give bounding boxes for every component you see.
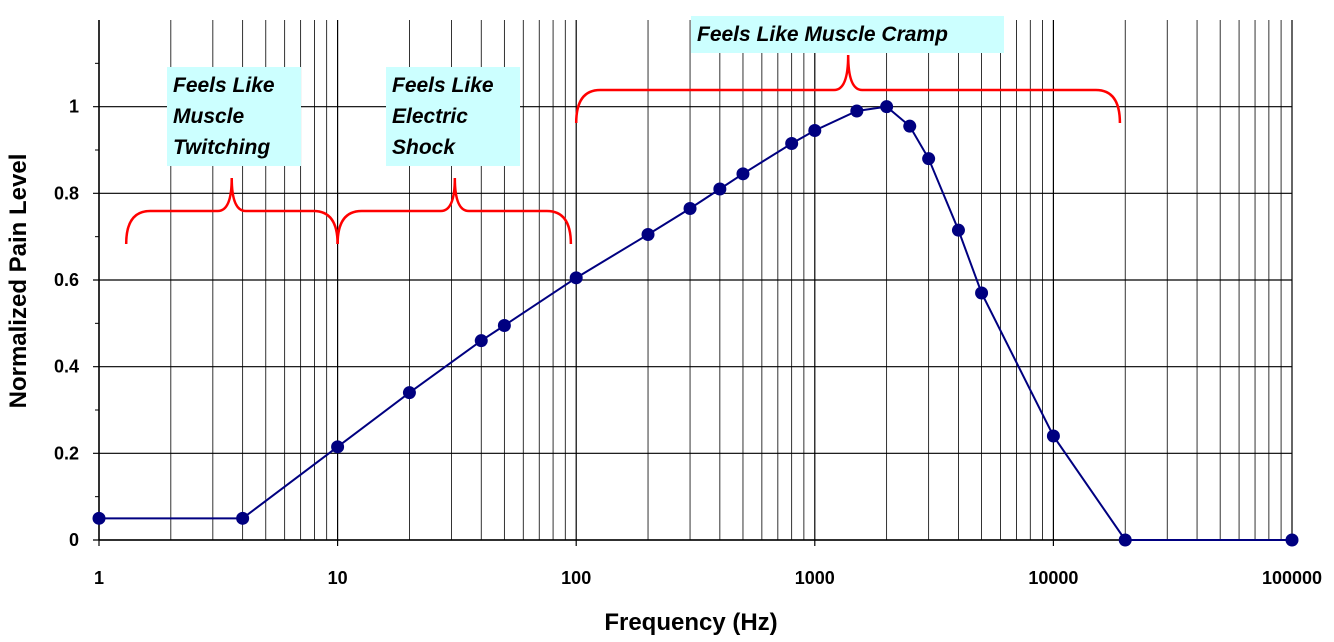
data-point	[951, 223, 965, 237]
data-point	[569, 271, 583, 285]
annotation-bracket	[336, 177, 573, 245]
y-tick-label: 0.2	[54, 443, 79, 463]
x-axis-title: Frequency (Hz)	[604, 609, 777, 636]
x-tick-label: 1000	[795, 568, 835, 588]
data-point	[922, 152, 936, 166]
annotation-line: Muscle	[173, 105, 245, 128]
data-point	[850, 104, 864, 118]
annotation-electric-shock: Feels Like Electric Shock	[386, 67, 520, 166]
data-point	[713, 182, 727, 196]
annotation-muscle-cramp: Feels Like Muscle Cramp	[691, 16, 1004, 53]
series-layer	[92, 100, 1299, 547]
annotation-brackets	[124, 54, 1122, 245]
data-point	[1285, 533, 1299, 547]
annotation-line: Feels Like	[392, 74, 494, 97]
y-axis-title: Normalized Pain Level	[5, 154, 32, 409]
data-point	[975, 286, 989, 300]
data-point	[1046, 429, 1060, 443]
annotation-line: Feels Like Muscle Cramp	[697, 23, 948, 46]
x-tick-label: 10	[328, 568, 348, 588]
data-point	[1118, 533, 1132, 547]
x-tick-labels: 1 10 100 1000 10000 100000	[94, 568, 1322, 588]
data-point	[497, 319, 511, 332]
y-tick-label: 0.4	[54, 357, 79, 377]
y-tick-label: 1	[69, 97, 79, 117]
x-tick-label: 100000	[1262, 568, 1322, 588]
data-point	[92, 511, 106, 525]
y-tick-label: 0.6	[54, 270, 79, 290]
data-point	[683, 202, 697, 215]
data-point	[236, 511, 250, 525]
data-point	[808, 124, 822, 137]
data-point	[331, 440, 345, 454]
annotation-line: Shock	[392, 136, 456, 159]
data-point	[736, 167, 750, 181]
y-tick-label: 0.8	[54, 183, 79, 203]
annotation-bracket	[574, 54, 1122, 124]
data-point	[785, 137, 799, 150]
annotation-line: Electric	[392, 105, 468, 128]
annotation-muscle-twitching: Feels Like Muscle Twitching	[167, 67, 301, 166]
data-point	[474, 334, 488, 348]
series-line	[99, 105, 1292, 541]
x-tick-label: 10000	[1028, 568, 1078, 588]
data-point	[903, 119, 917, 133]
y-tick-label: 0	[69, 530, 79, 550]
annotation-line: Feels Like	[173, 74, 275, 97]
y-tick-labels: 0 0.2 0.4 0.6 0.8 1	[54, 97, 79, 550]
data-point	[641, 228, 655, 241]
x-tick-label: 1	[94, 568, 104, 588]
data-point	[402, 386, 416, 400]
x-tick-label: 100	[561, 568, 591, 588]
annotation-bracket	[124, 177, 339, 245]
data-point	[880, 100, 894, 114]
annotation-line: Twitching	[173, 136, 271, 159]
